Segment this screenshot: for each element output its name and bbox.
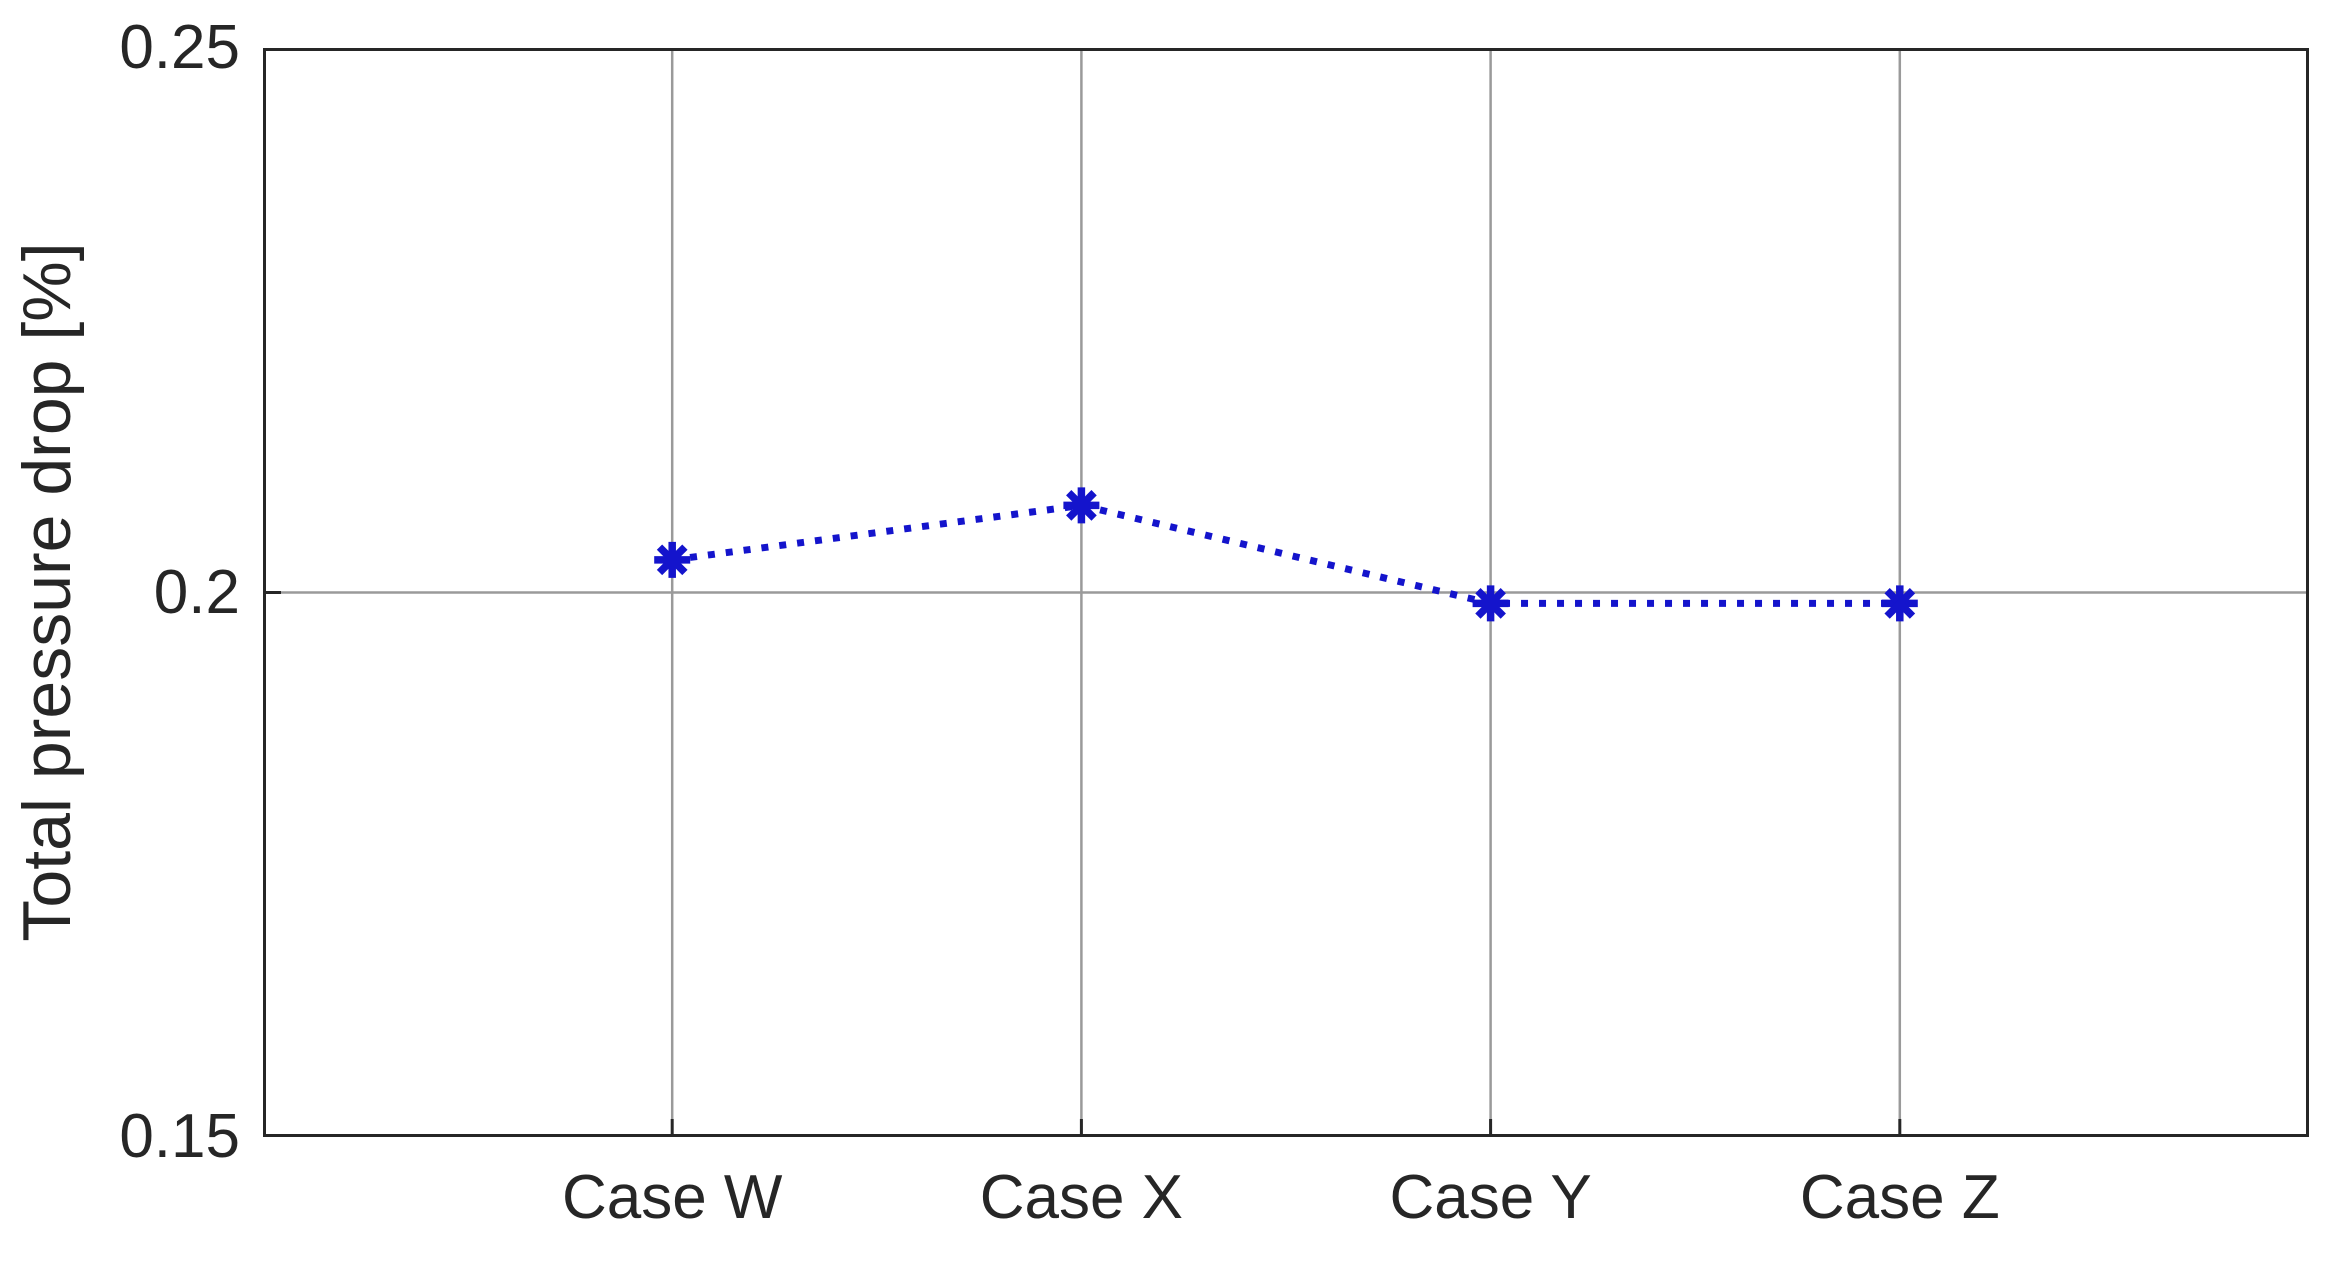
plot-area (263, 48, 2309, 1137)
x-tick-label-case-y: Case Y (1389, 1163, 1592, 1232)
data-point-marker-case-z (1881, 585, 1918, 622)
data-point-marker-case-w (654, 541, 691, 578)
y-tick-label-0_25: 0.25 (119, 13, 240, 82)
asterisk-marker-stroke (1884, 588, 1916, 619)
asterisk-marker-stroke (1475, 588, 1506, 619)
chart-svg (263, 48, 2309, 1137)
series-line-total-pressure-drop (671, 501, 1900, 607)
y-tick-label-0_2: 0.2 (153, 557, 240, 627)
data-point-marker-case-x (1063, 487, 1100, 524)
y-tick-label-0_15: 0.15 (119, 1102, 240, 1171)
x-tick-label-case-z: Case Z (1799, 1163, 2000, 1232)
axes-box (263, 48, 2309, 1137)
asterisk-marker-stroke (1066, 490, 1097, 521)
data-point-marker-case-y (1472, 585, 1509, 622)
x-tick-label-case-x: Case X (979, 1163, 1184, 1232)
asterisk-marker-stroke (656, 544, 688, 576)
x-tick-label-case-w: Case W (561, 1163, 783, 1232)
